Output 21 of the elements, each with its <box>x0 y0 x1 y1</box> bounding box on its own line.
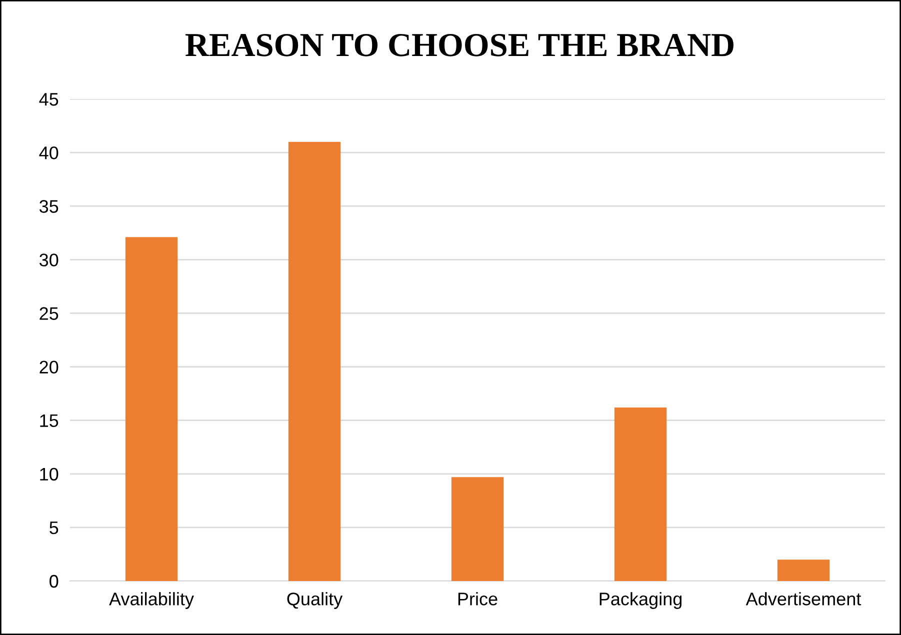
x-tick-label: Availability <box>109 592 194 609</box>
x-tick-label: Packaging <box>600 592 682 609</box>
y-tick-label: 30 <box>39 254 58 266</box>
bar <box>125 237 178 581</box>
chart-title: REASON TO CHOOSE THE BRAND <box>185 34 734 56</box>
x-tick-label: Price <box>458 592 498 606</box>
y-tick-label: 20 <box>40 360 58 374</box>
bar <box>777 560 830 581</box>
y-tick-label: 0 <box>50 574 58 588</box>
y-tick-label: 10 <box>40 468 58 481</box>
bar <box>614 407 667 581</box>
x-tick-label: Advertisement <box>746 592 862 606</box>
x-tick-label: Quality <box>287 592 343 609</box>
y-tick-label: 15 <box>40 414 58 428</box>
bar <box>288 142 341 581</box>
y-tick-label: 25 <box>40 307 58 320</box>
bar <box>451 477 504 581</box>
y-tick-label: 40 <box>39 146 58 160</box>
y-tick-label: 35 <box>39 200 58 213</box>
y-tick-label: 5 <box>50 522 58 534</box>
y-tick-label: 45 <box>39 93 58 106</box>
